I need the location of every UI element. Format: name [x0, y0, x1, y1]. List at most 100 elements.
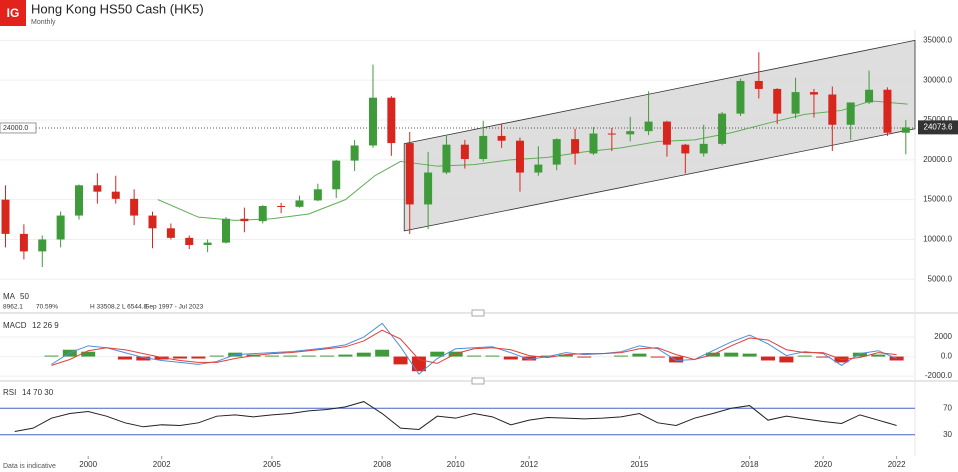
candle-body — [93, 185, 102, 192]
histogram-bar — [338, 354, 353, 357]
title: Hong Kong HS50 Cash (HK5) — [31, 1, 204, 16]
histogram-bar — [852, 352, 867, 357]
histogram-bar — [632, 353, 647, 357]
histogram-bar — [264, 355, 279, 357]
candle-body — [56, 215, 65, 240]
x-tick-label: 2020 — [814, 460, 832, 469]
macd-line — [51, 322, 897, 375]
candle-body — [460, 144, 469, 160]
panel-params: 14 70 30 — [22, 388, 54, 397]
histogram-bar — [209, 355, 224, 357]
candle-body — [313, 189, 322, 201]
y-tick-label: 25000.0 — [923, 115, 952, 124]
panel-label: RSI — [3, 388, 16, 397]
candle-body — [883, 89, 892, 133]
candle-body — [240, 218, 249, 222]
candle-body — [148, 215, 157, 229]
histogram-bar — [393, 356, 408, 365]
candle-body — [865, 89, 874, 103]
candle-body — [75, 185, 84, 216]
histogram-bar — [522, 356, 537, 361]
candle-body — [515, 140, 524, 173]
signal-line — [51, 329, 897, 366]
panel-label: MACD — [3, 321, 27, 330]
candle-body — [718, 113, 727, 144]
histogram-bar — [81, 351, 96, 357]
resize-handle[interactable] — [471, 377, 485, 385]
y-tick-label: 0.0 — [941, 352, 953, 361]
stat: L 6544.8 — [122, 304, 147, 311]
ma-period: 50 — [20, 292, 29, 301]
histogram-bar — [301, 355, 316, 357]
histogram-bar — [173, 356, 188, 359]
panel-params: 12 26 9 — [32, 321, 59, 330]
candle-body — [589, 133, 598, 154]
histogram-bar — [136, 356, 151, 361]
x-tick-label: 2005 — [263, 460, 281, 469]
histogram-bar — [724, 352, 739, 357]
x-tick-label: 2000 — [79, 460, 97, 469]
candle-body — [387, 97, 396, 144]
histogram-bar — [320, 355, 335, 357]
candle-body — [166, 228, 175, 238]
y-tick-label: -2000.0 — [925, 371, 953, 380]
histogram-bar — [742, 353, 757, 357]
candle-body — [1, 199, 10, 234]
histogram-bar — [485, 355, 500, 357]
candle-body — [405, 143, 414, 205]
histogram-bar — [577, 356, 592, 358]
candle-body — [221, 218, 230, 243]
stat: Sep 1997 - Jul 2023 — [145, 304, 204, 311]
histogram-bar — [871, 354, 886, 357]
candle-body — [626, 131, 635, 135]
candle-body — [607, 133, 616, 135]
candle-body — [368, 97, 377, 146]
candle-body — [552, 139, 561, 165]
channel — [403, 39, 916, 232]
candle-body — [350, 145, 359, 161]
histogram-bar — [614, 355, 629, 357]
candle-body — [773, 88, 782, 114]
histogram-bar — [44, 355, 59, 357]
histogram-bar — [467, 355, 482, 357]
x-tick-label: 2010 — [447, 460, 465, 469]
candle-body — [479, 135, 488, 160]
candle-body — [791, 92, 800, 114]
candle-body — [809, 92, 818, 95]
level-label: 24000.0 — [3, 125, 28, 132]
candle-body — [19, 233, 28, 252]
histogram-bar — [503, 356, 518, 360]
stat: H 33508.2 — [90, 304, 120, 311]
candle-body — [571, 139, 580, 154]
candle-body — [111, 191, 120, 199]
histogram-bar — [356, 352, 371, 357]
candle-body — [644, 121, 653, 132]
y-tick-label: 30000.0 — [923, 75, 952, 84]
candle-body — [497, 135, 506, 141]
candle-body — [38, 239, 47, 252]
price-label: 24073.6 — [924, 122, 953, 131]
rsi-line — [14, 401, 897, 432]
histogram-bar — [650, 356, 665, 358]
y-tick-label: 10000.0 — [923, 235, 952, 244]
level-box — [0, 122, 37, 134]
candle-body — [442, 144, 451, 173]
y-tick-label: 5000.0 — [928, 274, 953, 283]
y-tick-label: 70 — [943, 403, 952, 412]
x-tick-label: 2015 — [630, 460, 648, 469]
moving-average — [157, 100, 908, 221]
stat: 8962.1 — [3, 304, 23, 311]
candle-body — [332, 160, 341, 190]
candle-body — [699, 143, 708, 154]
histogram-bar — [558, 354, 573, 357]
candle-body — [534, 164, 543, 173]
subtitle: Monthly — [31, 19, 56, 26]
histogram-bar — [797, 355, 812, 357]
candle-body — [681, 144, 690, 154]
histogram-bar — [779, 356, 794, 363]
resize-handle[interactable] — [471, 309, 485, 317]
y-tick-label: 35000.0 — [923, 35, 952, 44]
candle-body — [295, 200, 304, 207]
candle-body — [277, 206, 286, 208]
